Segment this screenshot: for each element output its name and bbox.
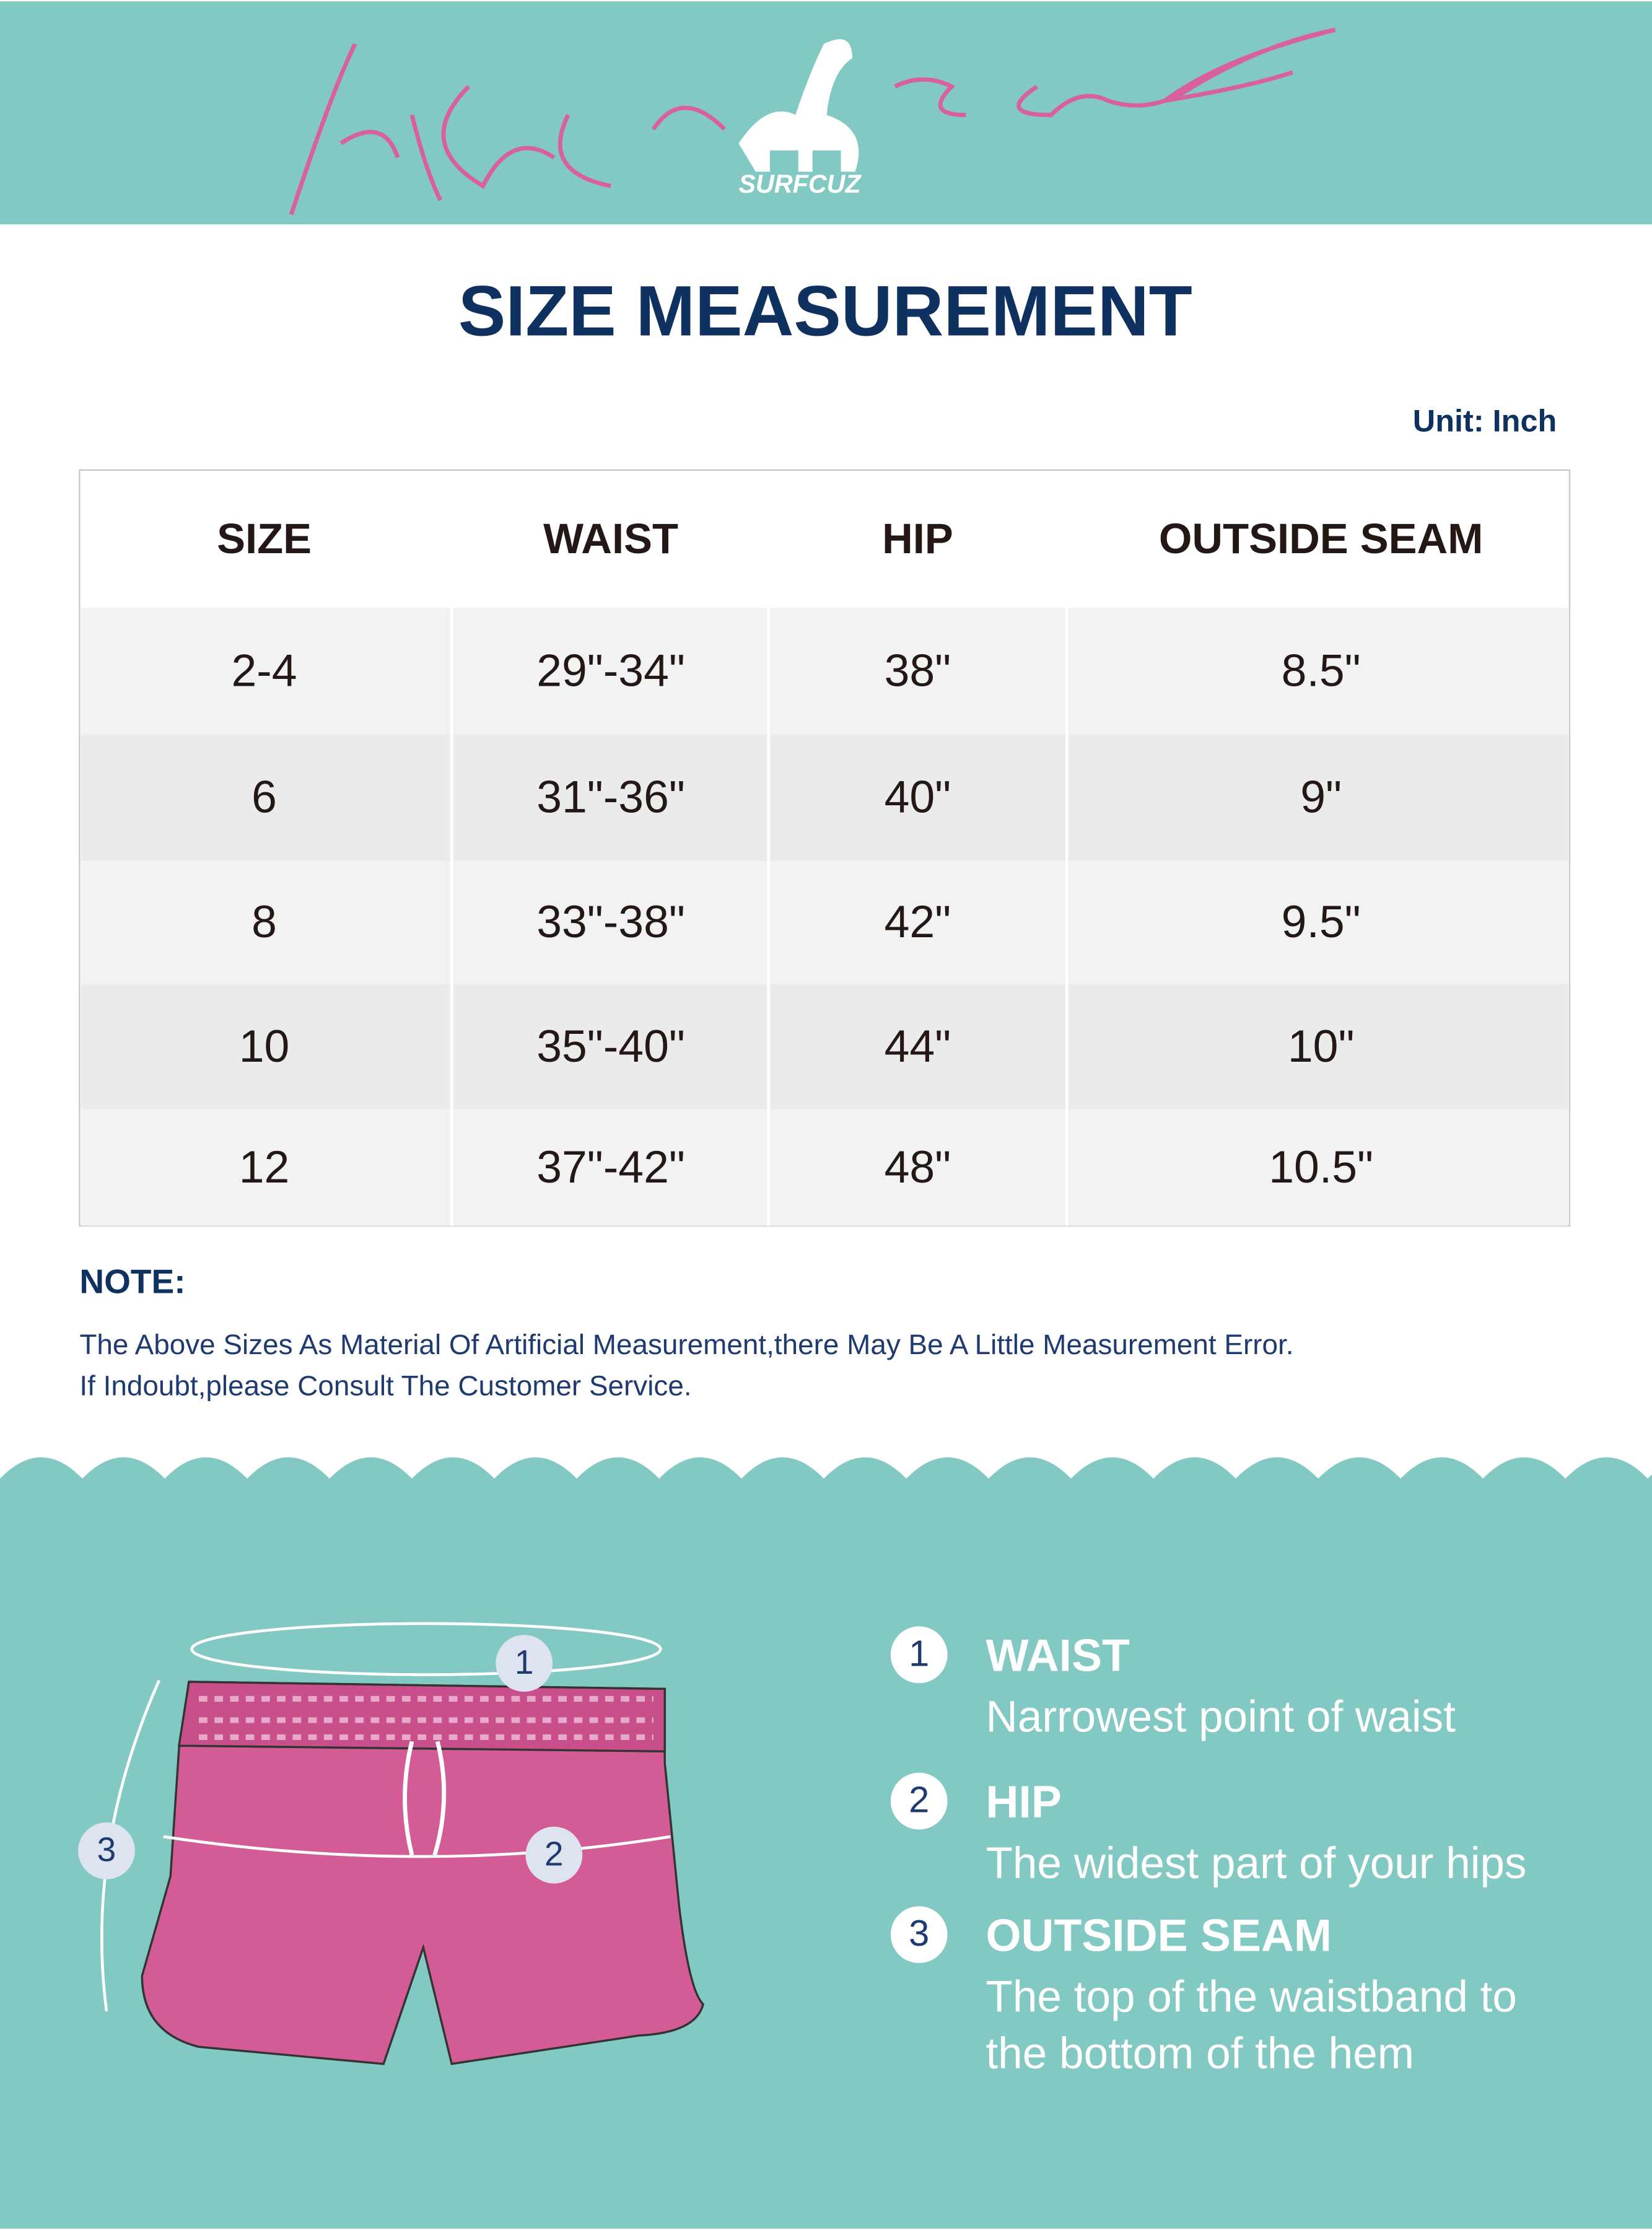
table-row [81, 860, 1568, 985]
guide-number: 2 [909, 1779, 929, 1821]
table-cell: 9" [1300, 771, 1342, 822]
table-cell: 12 [239, 1142, 290, 1192]
column-header: HIP [882, 515, 953, 562]
marker [525, 1826, 583, 1884]
column-header: SIZE [217, 515, 312, 562]
table-row [81, 984, 1568, 1109]
guide-number: 3 [909, 1912, 929, 1954]
table-row [81, 608, 1568, 735]
bottom-band [0, 1457, 1652, 2229]
note-line: If Indoubt,please Consult The Customer S… [79, 1369, 691, 1401]
guide-name: OUTSIDE SEAM [986, 1910, 1332, 1961]
drawstring [403, 1741, 447, 1856]
table-row [81, 1109, 1568, 1226]
guide-description: The top of the waistband to [986, 1972, 1516, 2021]
table-cell: 10" [1288, 1021, 1355, 1072]
marker [496, 1635, 553, 1692]
marker [78, 1822, 135, 1879]
brand: SURFCUZ [739, 170, 862, 198]
table-cell: 33"-38" [536, 896, 685, 947]
column-header: OUTSIDE SEAM [1159, 515, 1484, 562]
table-cell: 8.5" [1282, 645, 1361, 696]
guide-marker [890, 1626, 948, 1684]
table-cell: 38" [885, 645, 951, 696]
hip-line [163, 1835, 671, 1858]
table-cell: 29"-34" [536, 645, 685, 696]
marker-number: 1 [515, 1643, 534, 1681]
guide-name: WAIST [986, 1630, 1130, 1681]
table-cell: 2-4 [232, 645, 297, 696]
guide-name: HIP [986, 1777, 1061, 1827]
table-cell: 35"-40" [536, 1021, 685, 1072]
title: SIZE MEASUREMENT [458, 271, 1192, 351]
table-cell: 48" [885, 1142, 951, 1192]
table-cell: 31"-36" [536, 771, 685, 822]
table-cell: 10 [239, 1021, 290, 1072]
marker-number: 2 [544, 1835, 564, 1873]
table-cell: 10.5" [1269, 1142, 1373, 1192]
marker-number: 3 [97, 1830, 116, 1869]
table-cell: 6 [251, 771, 277, 822]
shorts [141, 1681, 705, 2065]
dino-logo [738, 39, 859, 172]
waistband [177, 1681, 666, 1753]
table-row [81, 734, 1568, 861]
guide-description: Narrowest point of waist [986, 1693, 1456, 1742]
waistband-pattern [199, 1695, 653, 1741]
note-heading: NOTE: [79, 1262, 185, 1300]
guide-number: 1 [909, 1632, 929, 1674]
guide-description: The widest part of your hips [986, 1839, 1526, 1888]
script-decoration [289, 27, 1336, 216]
column-header: WAIST [543, 515, 678, 562]
table-cell: 37"-42" [536, 1142, 685, 1192]
unit: Unit: Inch [1413, 403, 1557, 439]
guide-description: the bottom of the hem [986, 2029, 1414, 2078]
note-line: The Above Sizes As Material Of Artificia… [79, 1328, 1293, 1360]
guide-marker [890, 1906, 948, 1964]
table-cell: 44" [885, 1021, 951, 1072]
shorts-illustration: 1 2 3 [78, 1622, 705, 2065]
table-cell: 9.5" [1282, 896, 1361, 947]
waist-line [190, 1622, 662, 1676]
table-cell: 8 [251, 896, 277, 947]
table-cell: 42" [885, 896, 951, 947]
table-cell: 40" [885, 771, 951, 822]
guide-marker [890, 1772, 948, 1830]
